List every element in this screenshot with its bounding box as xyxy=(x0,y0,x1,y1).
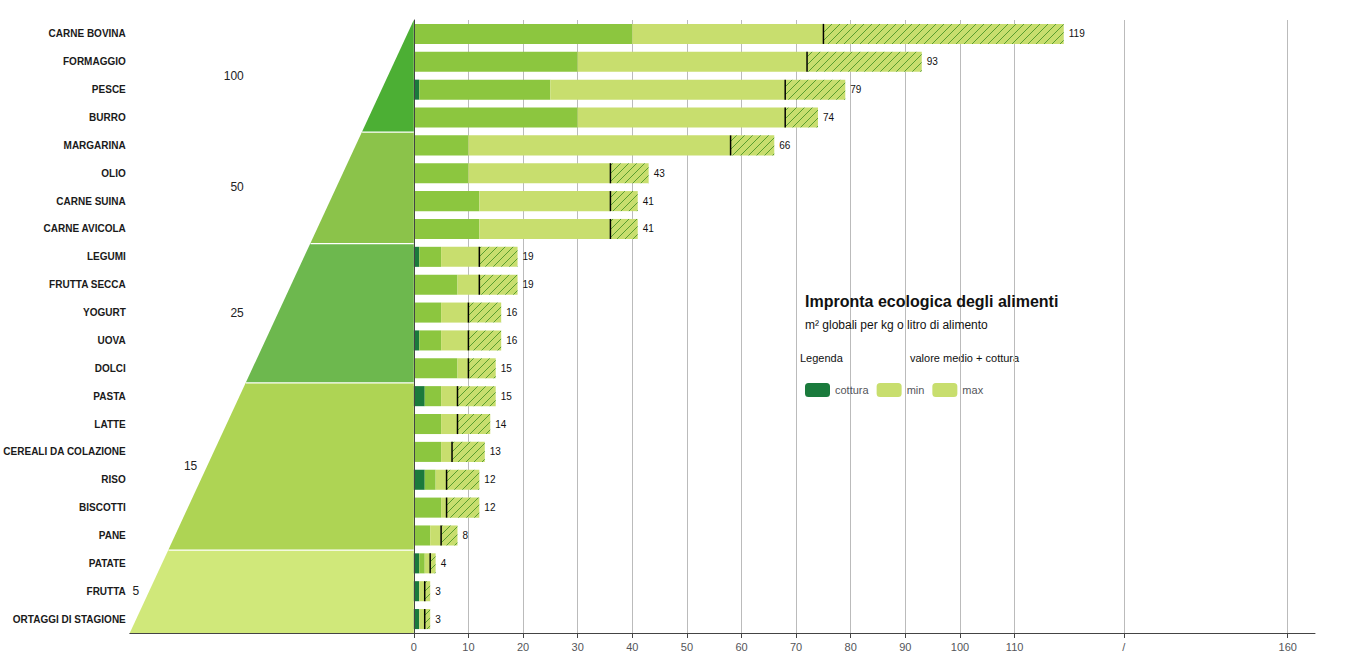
svg-text:0: 0 xyxy=(411,641,417,653)
svg-text:PATATE: PATATE xyxy=(89,558,126,569)
svg-text:119: 119 xyxy=(1069,28,1085,39)
svg-text:3: 3 xyxy=(435,586,441,597)
svg-text:3: 3 xyxy=(435,614,441,625)
svg-text:MARGARINA: MARGARINA xyxy=(64,140,126,151)
svg-text:100: 100 xyxy=(951,641,969,653)
svg-text:90: 90 xyxy=(899,641,911,653)
svg-text:PANE: PANE xyxy=(99,530,126,541)
svg-text:15: 15 xyxy=(501,391,513,402)
svg-text:60: 60 xyxy=(735,641,747,653)
svg-text:Impronta ecologica degli alime: Impronta ecologica degli alimenti xyxy=(805,293,1058,310)
svg-text:min: min xyxy=(907,384,925,396)
svg-text:79: 79 xyxy=(850,84,862,95)
svg-text:Legenda: Legenda xyxy=(800,352,844,364)
svg-text:FRUTTA: FRUTTA xyxy=(87,586,126,597)
svg-text:110: 110 xyxy=(1006,641,1024,653)
svg-text:15: 15 xyxy=(501,363,513,374)
svg-text:20: 20 xyxy=(517,641,529,653)
svg-text:FRUTTA SECCA: FRUTTA SECCA xyxy=(49,279,126,290)
svg-text:16: 16 xyxy=(506,307,518,318)
svg-text:12: 12 xyxy=(484,474,496,485)
svg-text:41: 41 xyxy=(643,196,655,207)
svg-text:max: max xyxy=(962,384,983,396)
svg-text:PASTA: PASTA xyxy=(93,391,125,402)
svg-text:CARNE BOVINA: CARNE BOVINA xyxy=(49,28,126,39)
svg-text:10: 10 xyxy=(462,641,474,653)
svg-text:14: 14 xyxy=(495,419,507,430)
svg-text:19: 19 xyxy=(523,279,535,290)
svg-text:74: 74 xyxy=(823,112,835,123)
svg-text:16: 16 xyxy=(506,335,518,346)
svg-text:70: 70 xyxy=(790,641,802,653)
svg-text:160: 160 xyxy=(1279,641,1297,653)
svg-text:/: / xyxy=(1122,641,1126,653)
svg-text:valore medio + cottura: valore medio + cottura xyxy=(910,352,1020,364)
svg-text:100: 100 xyxy=(224,69,244,83)
svg-text:15: 15 xyxy=(184,459,198,473)
svg-text:YOGURT: YOGURT xyxy=(83,307,126,318)
svg-text:DOLCI: DOLCI xyxy=(95,363,126,374)
svg-text:m² globali per kg o litro di a: m² globali per kg o litro di alimento xyxy=(805,318,988,332)
svg-text:BURRO: BURRO xyxy=(89,112,126,123)
svg-text:25: 25 xyxy=(230,306,244,320)
svg-text:CARNE AVICOLA: CARNE AVICOLA xyxy=(44,223,126,234)
svg-text:ORTAGGI DI STAGIONE: ORTAGGI DI STAGIONE xyxy=(13,614,126,625)
svg-text:50: 50 xyxy=(230,180,244,194)
svg-text:FORMAGGIO: FORMAGGIO xyxy=(63,56,126,67)
svg-text:43: 43 xyxy=(654,168,666,179)
svg-text:4: 4 xyxy=(441,558,447,569)
svg-text:80: 80 xyxy=(845,641,857,653)
svg-text:13: 13 xyxy=(490,446,502,457)
svg-text:CEREALI DA COLAZIONE: CEREALI DA COLAZIONE xyxy=(3,446,126,457)
svg-text:50: 50 xyxy=(681,641,693,653)
svg-text:30: 30 xyxy=(572,641,584,653)
svg-text:LATTE: LATTE xyxy=(94,419,126,430)
svg-text:UOVA: UOVA xyxy=(98,335,126,346)
svg-text:cottura: cottura xyxy=(835,384,870,396)
svg-text:93: 93 xyxy=(927,56,939,67)
svg-text:8: 8 xyxy=(462,530,468,541)
svg-text:19: 19 xyxy=(523,251,535,262)
svg-text:RISO: RISO xyxy=(101,474,126,485)
svg-text:CARNE SUINA: CARNE SUINA xyxy=(56,196,125,207)
svg-text:5: 5 xyxy=(132,584,139,598)
svg-text:66: 66 xyxy=(779,140,791,151)
svg-text:12: 12 xyxy=(484,502,496,513)
svg-text:41: 41 xyxy=(643,223,655,234)
svg-text:OLIO: OLIO xyxy=(101,168,126,179)
svg-text:PESCE: PESCE xyxy=(92,84,126,95)
svg-text:BISCOTTI: BISCOTTI xyxy=(79,502,126,513)
svg-text:40: 40 xyxy=(626,641,638,653)
svg-text:LEGUMI: LEGUMI xyxy=(87,251,126,262)
